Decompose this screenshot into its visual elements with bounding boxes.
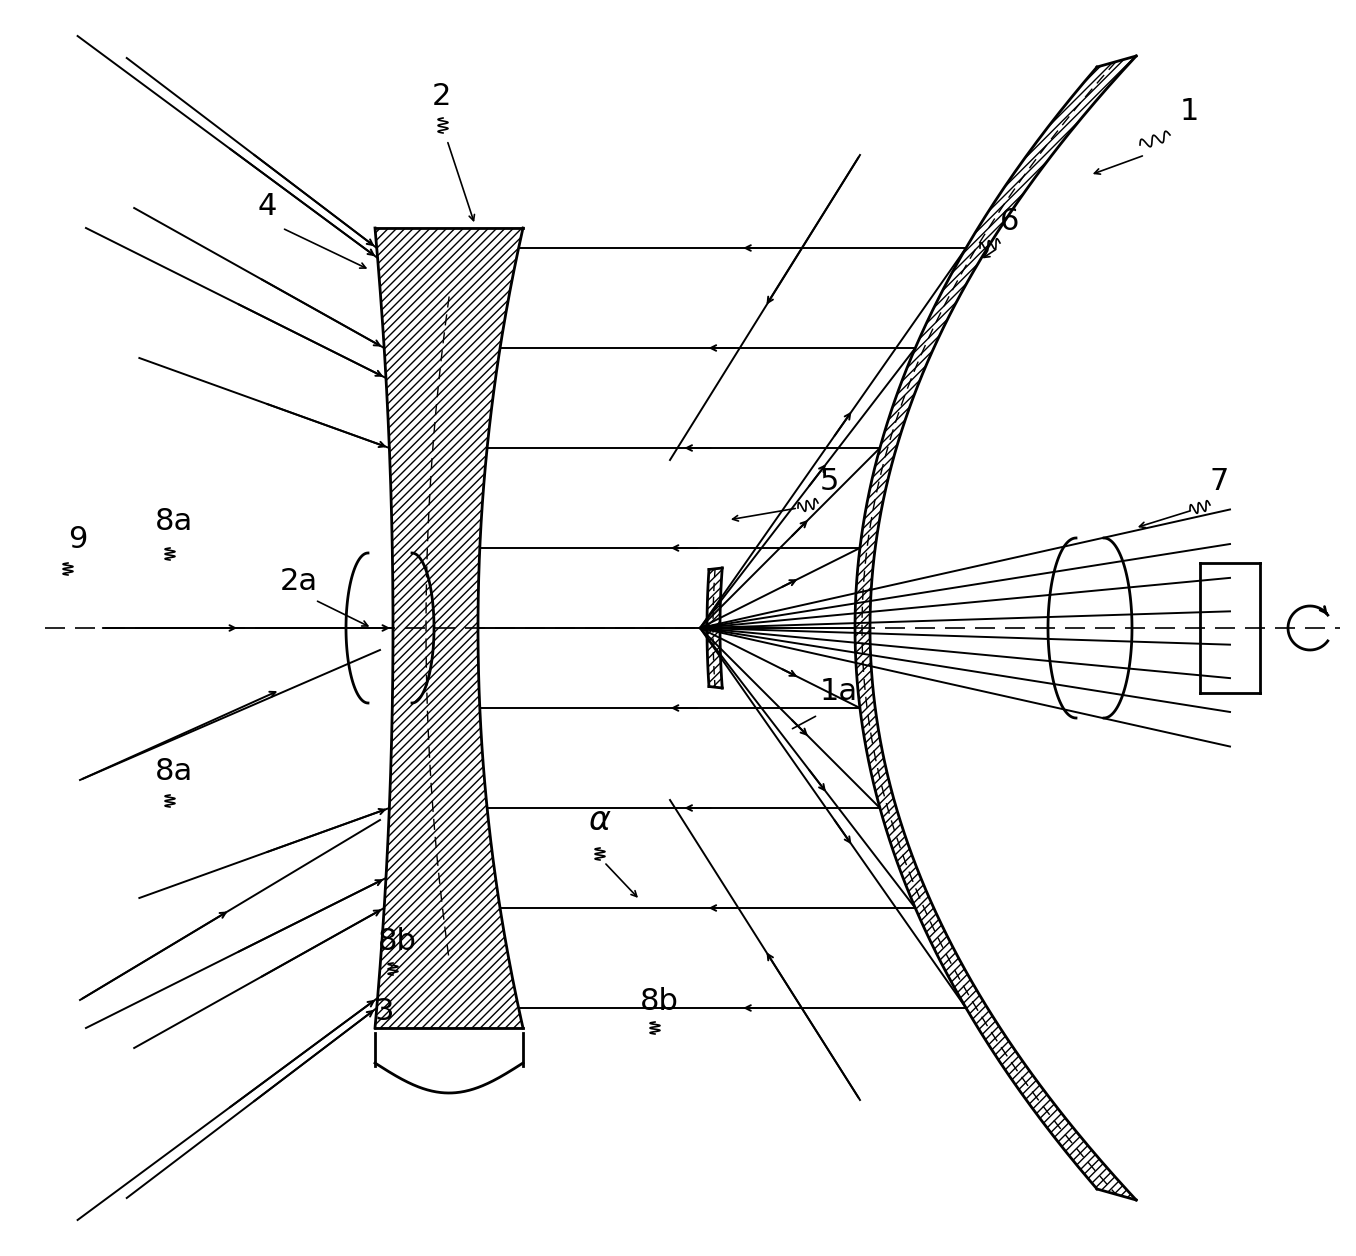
Text: 1a: 1a <box>820 677 858 706</box>
Text: 9: 9 <box>68 525 87 554</box>
Polygon shape <box>856 57 1136 1199</box>
Polygon shape <box>706 568 723 688</box>
Text: $\alpha$: $\alpha$ <box>589 804 612 836</box>
Text: 4: 4 <box>258 192 278 221</box>
Text: 8a: 8a <box>155 507 194 536</box>
Text: 1: 1 <box>1180 97 1199 126</box>
Polygon shape <box>376 229 523 1027</box>
Text: 3: 3 <box>376 997 395 1026</box>
Text: 8a: 8a <box>155 757 194 786</box>
Text: 2: 2 <box>433 82 452 111</box>
Text: 7: 7 <box>1210 467 1230 496</box>
Text: 8b: 8b <box>640 987 679 1016</box>
Text: 6: 6 <box>999 207 1020 236</box>
Text: 2a: 2a <box>279 566 319 597</box>
Text: 5: 5 <box>820 467 839 496</box>
Text: 8b: 8b <box>378 927 416 956</box>
